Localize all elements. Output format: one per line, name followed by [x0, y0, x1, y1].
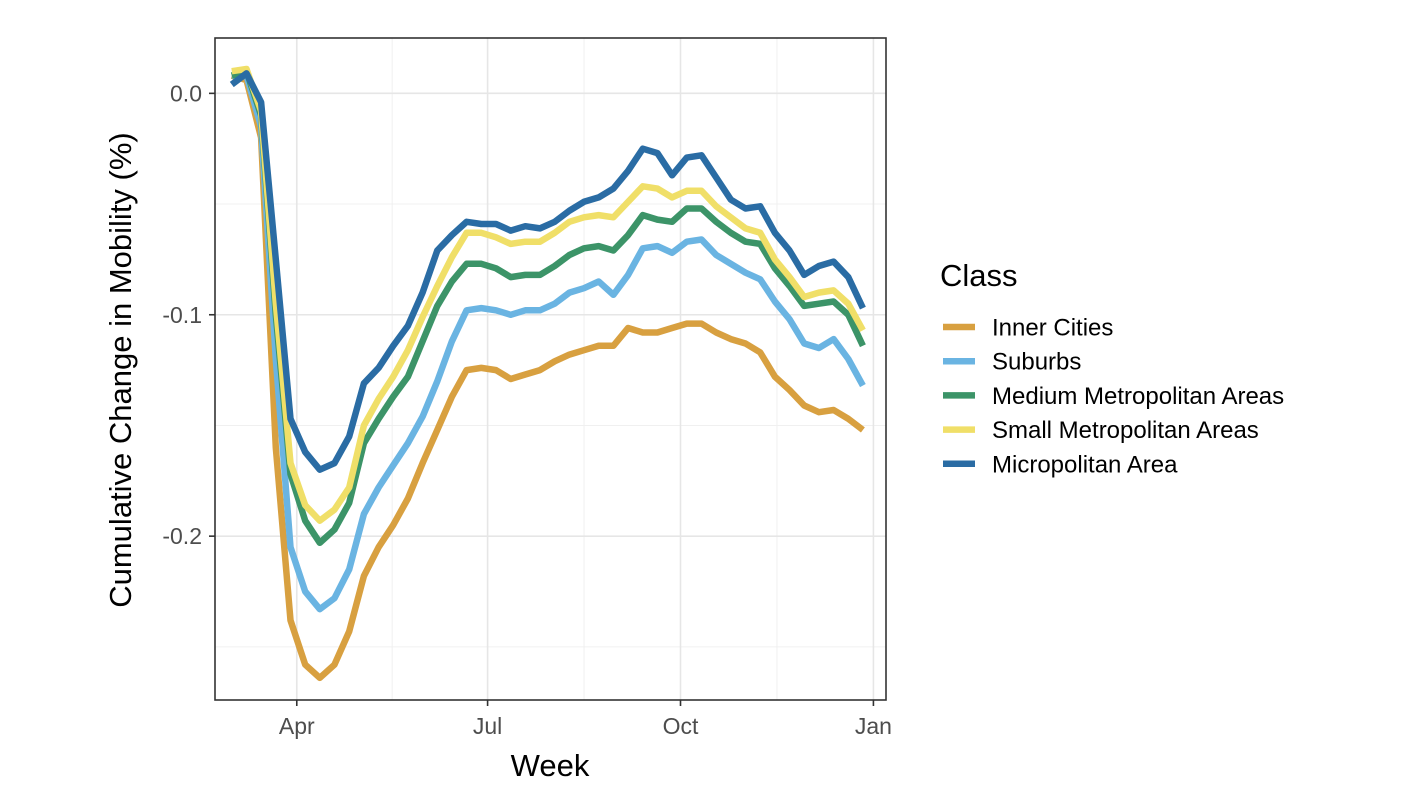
- y-tick-label: 0.0: [170, 80, 202, 106]
- series-line-medium-metropolitan-areas: [230, 67, 866, 547]
- major-gridlines: [215, 38, 886, 700]
- legend-label: Micropolitan Area: [992, 451, 1178, 478]
- plot-area: [215, 38, 886, 700]
- x-tick-label: Apr: [279, 713, 315, 739]
- y-tick-label: -0.1: [162, 302, 202, 328]
- legend-label: Medium Metropolitan Areas: [992, 383, 1284, 410]
- series-lines: [229, 65, 866, 682]
- series-line-small-metropolitan-areas: [231, 65, 866, 524]
- plot-background: [215, 38, 886, 700]
- legend-label: Small Metropolitan Areas: [992, 417, 1259, 444]
- series-line-micropolitan-area: [229, 70, 866, 473]
- series-line-suburbs: [231, 72, 866, 613]
- legend-label: Inner Cities: [992, 315, 1113, 342]
- plot-border: [214, 37, 887, 701]
- x-tick-label: Oct: [663, 713, 699, 739]
- y-axis-title: Cumulative Change in Mobility (%): [103, 132, 138, 608]
- minor-gridlines: [215, 38, 886, 700]
- legend: Class Inner Cities Suburbs Medium Metropol…: [940, 258, 1284, 478]
- x-axis: Apr Jul Oct Jan: [279, 700, 892, 739]
- y-axis: 0.0 -0.1 -0.2: [162, 80, 215, 549]
- x-axis-title: Week: [511, 748, 590, 783]
- legend-label: Suburbs: [992, 349, 1081, 376]
- legend-title: Class: [940, 258, 1018, 293]
- y-tick-label: -0.2: [162, 523, 202, 549]
- plot-border-rect: [214, 37, 887, 701]
- series-line-inner-cities: [230, 72, 865, 682]
- x-tick-label: Jul: [473, 713, 502, 739]
- x-tick-label: Jan: [855, 713, 892, 739]
